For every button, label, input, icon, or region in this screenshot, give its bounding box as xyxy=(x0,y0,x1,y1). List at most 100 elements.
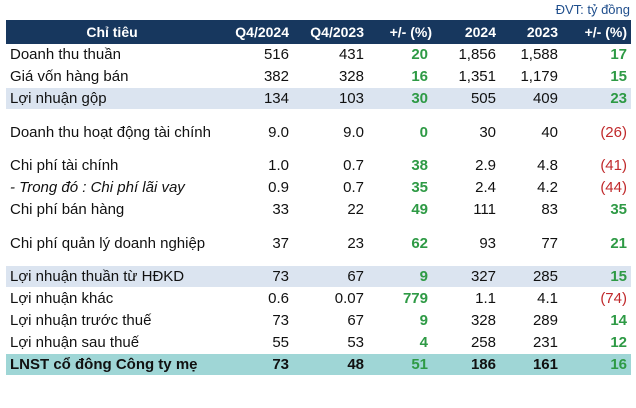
cell-year-2023: 4.8 xyxy=(500,154,562,177)
cell-year-2023: 289 xyxy=(500,309,562,332)
cell-q4-2024: 37 xyxy=(218,220,293,266)
cell-year-2024: 30 xyxy=(436,109,500,155)
financial-results-table: Chỉ tiêu Q4/2024 Q4/2023 +/- (%) 2024 20… xyxy=(6,20,631,376)
cell-year-2023: 83 xyxy=(500,198,562,221)
row-label: Giá vốn hàng bán xyxy=(6,65,218,88)
cell-year-2023: 40 xyxy=(500,109,562,155)
row-label: Lợi nhuận thuần từ HĐKD xyxy=(6,265,218,288)
cell-year-2024: 2.4 xyxy=(436,176,500,199)
header-year-2023: 2023 xyxy=(500,20,562,44)
cell-q4-2024: 382 xyxy=(218,65,293,88)
cell-year-change: 12 xyxy=(562,331,631,354)
row-label: Chi phí quản lý doanh nghiệp xyxy=(6,220,218,266)
table-row: Chi phí tài chính 1.0 0.7 38 2.9 4.8 (41) xyxy=(6,154,631,177)
cell-year-change: (41) xyxy=(562,154,631,177)
cell-q4-2024: 0.6 xyxy=(218,287,293,310)
cell-q4-2024: 33 xyxy=(218,198,293,221)
header-q4-2024: Q4/2024 xyxy=(218,20,293,44)
cell-year-2024: 327 xyxy=(436,265,500,288)
table-row: Chi phí bán hàng 33 22 49 111 83 35 xyxy=(6,198,631,221)
cell-year-2023: 285 xyxy=(500,265,562,288)
row-label: Chi phí bán hàng xyxy=(6,198,218,221)
cell-year-change: 35 xyxy=(562,198,631,221)
cell-year-2023: 77 xyxy=(500,220,562,266)
row-label: Doanh thu hoạt động tài chính xyxy=(6,109,218,155)
cell-year-2024: 258 xyxy=(436,331,500,354)
cell-q4-2023: 0.07 xyxy=(293,287,368,310)
cell-year-change: 23 xyxy=(562,87,631,110)
cell-year-2024: 111 xyxy=(436,198,500,221)
table-row: Lợi nhuận trước thuế 73 67 9 328 289 14 xyxy=(6,309,631,332)
cell-q4-2024: 73 xyxy=(218,265,293,288)
row-label: LNST cổ đông Công ty mẹ xyxy=(6,353,218,376)
cell-q4-2024: 55 xyxy=(218,331,293,354)
cell-year-2024: 2.9 xyxy=(436,154,500,177)
cell-year-2024: 505 xyxy=(436,87,500,110)
cell-quarter-change: 38 xyxy=(368,154,436,177)
header-q4-2023: Q4/2023 xyxy=(293,20,368,44)
cell-year-2024: 328 xyxy=(436,309,500,332)
cell-quarter-change: 779 xyxy=(368,287,436,310)
cell-year-change: (74) xyxy=(562,287,631,310)
cell-q4-2023: 9.0 xyxy=(293,109,368,155)
cell-q4-2023: 67 xyxy=(293,309,368,332)
cell-year-2024: 1,351 xyxy=(436,65,500,88)
cell-quarter-change: 9 xyxy=(368,309,436,332)
row-label: Lợi nhuận sau thuế xyxy=(6,331,218,354)
cell-quarter-change: 9 xyxy=(368,265,436,288)
cell-quarter-change: 16 xyxy=(368,65,436,88)
cell-q4-2023: 53 xyxy=(293,331,368,354)
cell-year-change: 16 xyxy=(562,353,631,376)
row-label: Chi phí tài chính xyxy=(6,154,218,177)
cell-quarter-change: 30 xyxy=(368,87,436,110)
cell-q4-2023: 0.7 xyxy=(293,154,368,177)
table-row: Giá vốn hàng bán 382 328 16 1,351 1,179 15 xyxy=(6,65,631,88)
cell-year-change: (44) xyxy=(562,176,631,199)
table-row: Lợi nhuận sau thuế 55 53 4 258 231 12 xyxy=(6,331,631,354)
cell-q4-2024: 0.9 xyxy=(218,176,293,199)
table-row: Lợi nhuận khác 0.6 0.07 779 1.1 4.1 (74) xyxy=(6,287,631,310)
table-row: Lợi nhuận gộp 134 103 30 505 409 23 xyxy=(6,87,631,110)
cell-q4-2024: 73 xyxy=(218,353,293,376)
cell-year-change: 21 xyxy=(562,220,631,266)
header-quarter-change: +/- (%) xyxy=(368,20,436,44)
cell-year-2023: 4.1 xyxy=(500,287,562,310)
header-year-change: +/- (%) xyxy=(562,20,631,44)
cell-year-2024: 1.1 xyxy=(436,287,500,310)
row-label: Lợi nhuận gộp xyxy=(6,87,218,110)
cell-quarter-change: 49 xyxy=(368,198,436,221)
cell-q4-2024: 134 xyxy=(218,87,293,110)
cell-q4-2023: 23 xyxy=(293,220,368,266)
cell-year-2024: 186 xyxy=(436,353,500,376)
cell-year-2024: 93 xyxy=(436,220,500,266)
cell-q4-2023: 22 xyxy=(293,198,368,221)
cell-year-2023: 161 xyxy=(500,353,562,376)
cell-quarter-change: 4 xyxy=(368,331,436,354)
unit-label: ĐVT: tỷ đồng xyxy=(555,2,630,17)
cell-q4-2023: 431 xyxy=(293,44,368,66)
cell-year-2023: 1,179 xyxy=(500,65,562,88)
cell-year-change: 17 xyxy=(562,44,631,66)
table-row: LNST cổ đông Công ty mẹ 73 48 51 186 161 16 xyxy=(6,353,631,376)
cell-year-2023: 1,588 xyxy=(500,44,562,66)
cell-year-2023: 409 xyxy=(500,87,562,110)
cell-quarter-change: 62 xyxy=(368,220,436,266)
table-header-row: Chỉ tiêu Q4/2024 Q4/2023 +/- (%) 2024 20… xyxy=(6,20,631,44)
cell-year-change: 15 xyxy=(562,265,631,288)
cell-quarter-change: 0 xyxy=(368,109,436,155)
cell-q4-2023: 0.7 xyxy=(293,176,368,199)
cell-year-2023: 231 xyxy=(500,331,562,354)
row-label: Doanh thu thuần xyxy=(6,44,218,66)
table-row: Doanh thu thuần 516 431 20 1,856 1,588 17 xyxy=(6,44,631,66)
header-indicator: Chỉ tiêu xyxy=(6,20,218,44)
row-label: Lợi nhuận trước thuế xyxy=(6,309,218,332)
cell-q4-2024: 516 xyxy=(218,44,293,66)
cell-year-change: 15 xyxy=(562,65,631,88)
table-row: Lợi nhuận thuần từ HĐKD 73 67 9 327 285 15 xyxy=(6,265,631,288)
cell-quarter-change: 51 xyxy=(368,353,436,376)
cell-q4-2024: 1.0 xyxy=(218,154,293,177)
cell-quarter-change: 20 xyxy=(368,44,436,66)
table-row: Chi phí quản lý doanh nghiệp 37 23 62 93 77 21 xyxy=(6,220,631,266)
cell-year-change: (26) xyxy=(562,109,631,155)
cell-year-change: 14 xyxy=(562,309,631,332)
